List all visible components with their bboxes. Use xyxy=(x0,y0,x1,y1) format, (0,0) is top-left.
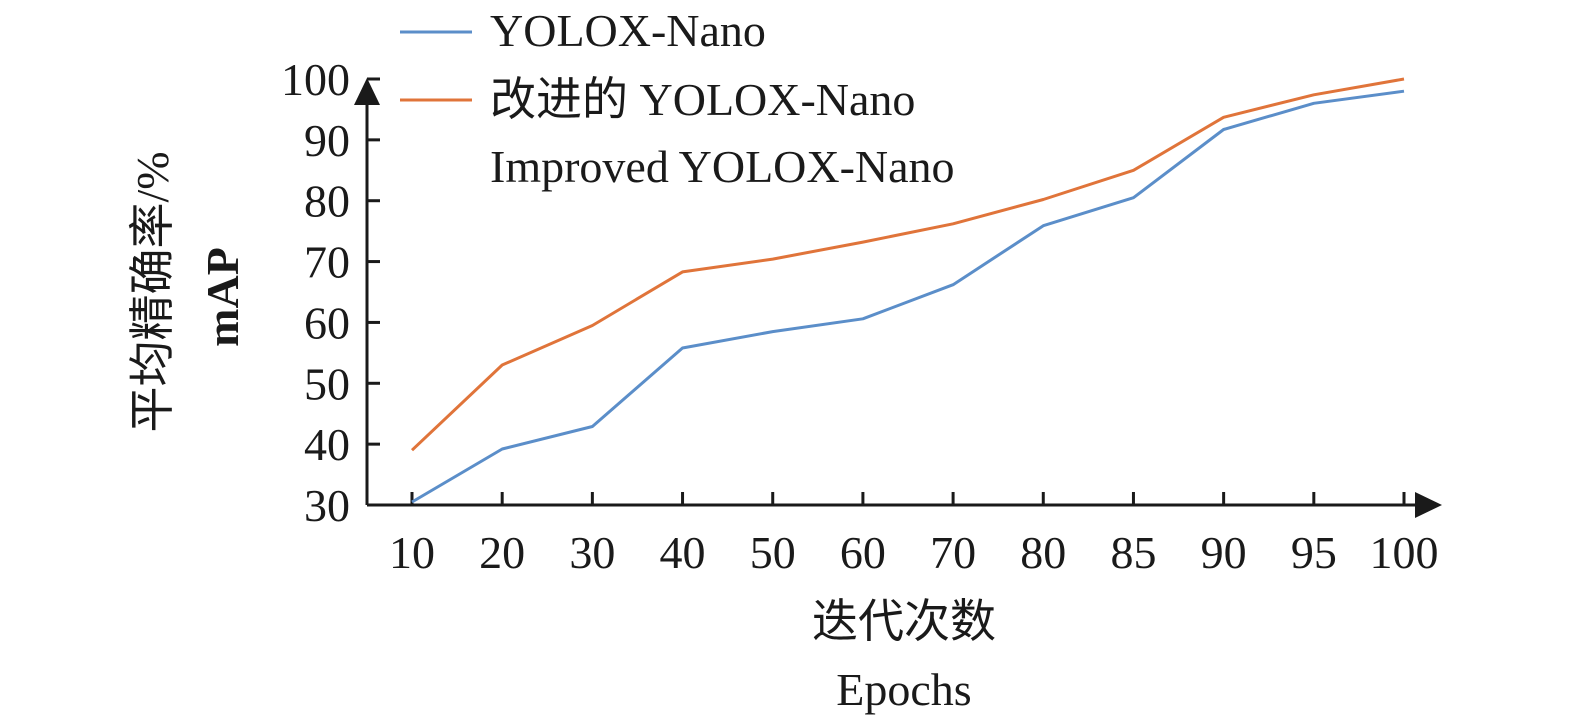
x-tick-label: 90 xyxy=(1201,527,1247,578)
series-lines xyxy=(410,77,1405,504)
x-axis-arrow-icon xyxy=(1415,492,1442,518)
x-tick-label: 100 xyxy=(1370,527,1439,578)
x-ticks: 10 20 30 40 50 60 70 80 85 90 95 100 xyxy=(389,492,1439,578)
x-tick-label: 10 xyxy=(389,527,435,578)
series-line-yolox-nano xyxy=(411,89,1405,504)
y-axis-title-cn: 平均精确率/% xyxy=(127,151,178,432)
x-tick-label: 80 xyxy=(1020,527,1066,578)
y-tick-label: 60 xyxy=(304,297,350,348)
x-tick-label: 70 xyxy=(930,527,976,578)
y-ticks: 30 40 50 60 70 80 90 100 xyxy=(281,54,380,531)
y-tick-label: 100 xyxy=(281,54,350,105)
x-tick-label: 20 xyxy=(479,527,525,578)
x-axis xyxy=(367,492,1442,518)
x-tick-label: 30 xyxy=(569,527,615,578)
y-tick-label: 40 xyxy=(304,419,350,470)
legend-label-improved-yolox-nano-en: Improved YOLOX-Nano xyxy=(490,141,955,192)
series-line-improved-yolox-nano xyxy=(410,77,1405,452)
y-tick-label: 30 xyxy=(304,480,350,531)
y-tick-label: 70 xyxy=(304,237,350,288)
y-tick-label: 50 xyxy=(304,358,350,409)
y-axis-arrow-icon xyxy=(354,78,380,105)
x-axis-title-cn: 迭代次数 xyxy=(812,596,996,647)
legend-label-improved-yolox-nano-cn: 改进的 YOLOX-Nano xyxy=(490,74,915,125)
y-tick-label: 80 xyxy=(304,176,350,227)
y-tick-label: 90 xyxy=(304,115,350,166)
x-tick-label: 40 xyxy=(660,527,706,578)
x-tick-label: 95 xyxy=(1291,527,1337,578)
y-axis xyxy=(354,78,380,505)
legend-label-yolox-nano: YOLOX-Nano xyxy=(490,5,766,56)
x-axis-title-en: Epochs xyxy=(836,664,971,715)
x-tick-label: 50 xyxy=(750,527,796,578)
legend: YOLOX-Nano 改进的 YOLOX-Nano Improved YOLOX… xyxy=(400,5,955,192)
x-tick-label: 60 xyxy=(840,527,886,578)
y-axis-title-en: mAP xyxy=(197,247,248,347)
x-tick-label: 85 xyxy=(1110,527,1156,578)
